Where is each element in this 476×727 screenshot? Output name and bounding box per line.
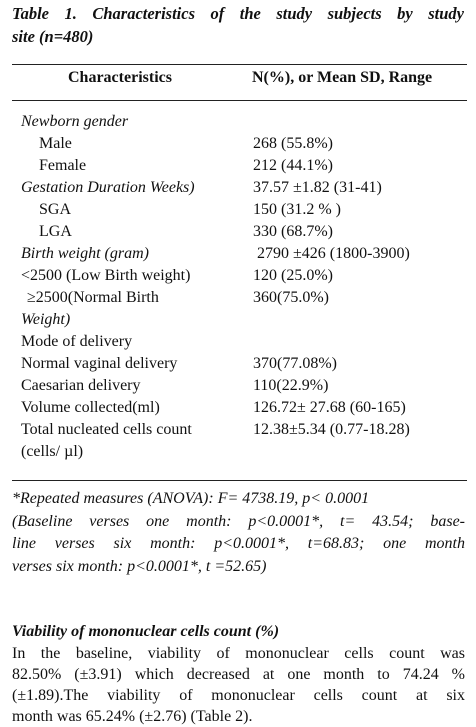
footnote-line-4: verses six month: p<0.0001*, t =52.65) (12, 557, 267, 575)
paragraph-line-4: month was 65.24% (±2.76) (Table 2). (12, 708, 253, 725)
row-value: 360(75.0%) (253, 289, 329, 306)
row-label: Birth weight (gram) (21, 245, 149, 262)
row-value: 212 (44.1%) (253, 157, 333, 174)
caption-line-1: Table 1. Characteristics of the study su… (12, 4, 464, 23)
row-value: 37.57 ±1.82 (31-41) (253, 179, 382, 196)
table-top-rule (12, 64, 467, 65)
table-row: Birth weight (gram) 2790 ±426 (1800-3900… (0, 243, 476, 265)
table-row: (cells/ µl) (0, 441, 476, 463)
caption-line-2: site (n=480) (12, 27, 94, 46)
paragraph-line-1: In the baseline, viability of mononuclea… (12, 645, 465, 662)
row-value: 2790 ±426 (1800-3900) (257, 245, 410, 262)
section-heading: Viability of mononuclear cells count (%) (12, 623, 280, 640)
table-caption: Table 1. Characteristics of the study su… (12, 2, 464, 48)
header-values: N(%), or Mean SD, Range (252, 69, 433, 86)
row-value: 120 (25.0%) (253, 267, 333, 284)
paragraph-line-2: 82.50% (±3.91) which decreased at one mo… (12, 666, 465, 683)
table-row: LGA 330 (68.7%) (0, 221, 476, 243)
footnote-line-2: (Baseline verses one month: p<0.0001*, t… (12, 512, 465, 530)
row-label: (cells/ µl) (21, 443, 84, 460)
row-label: Total nucleated cells count (21, 421, 192, 438)
row-label: Normal vaginal delivery (21, 355, 178, 372)
row-label: Weight) (21, 311, 71, 328)
table-bottom-rule (12, 480, 467, 481)
row-value: 150 (31.2 % ) (253, 201, 341, 218)
footnote-line-1: *Repeated measures (ANOVA): F= 4738.19, … (12, 490, 370, 507)
row-value: 330 (68.7%) (253, 223, 333, 240)
row-label: Caesarian delivery (21, 377, 141, 394)
table-row: Gestation Duration Weeks) 37.57 ±1.82 (3… (0, 177, 476, 199)
row-label: SGA (39, 201, 72, 218)
row-label: LGA (39, 223, 72, 240)
table-row: Female 212 (44.1%) (0, 155, 476, 177)
table-row: ≥2500(Normal Birth 360(75.0%) (0, 287, 476, 309)
row-value: 110(22.9%) (253, 377, 329, 394)
row-value: 12.38±5.34 (0.77-18.28) (253, 421, 410, 438)
section-paragraph: In the baseline, viability of mononuclea… (12, 643, 465, 727)
table-row: Newborn gender (0, 111, 476, 133)
row-label: Mode of delivery (21, 333, 133, 350)
row-label: Volume collected(ml) (21, 399, 160, 416)
table-row: Male 268 (55.8%) (0, 133, 476, 155)
row-label: Newborn gender (21, 113, 129, 130)
footnote-line-3: line verses six month: p<0.0001*, t=68.8… (12, 535, 465, 552)
table-row: <2500 (Low Birth weight) 120 (25.0%) (0, 265, 476, 287)
table-row: Volume collected(ml) 126.72± 27.68 (60-1… (0, 397, 476, 419)
row-value: 126.72± 27.68 (60-165) (253, 399, 406, 416)
table-row: Normal vaginal delivery 370(77.08%) (0, 353, 476, 375)
paragraph-line-3: (±1.89).The viability of mononuclear cel… (12, 687, 465, 704)
row-label: ≥2500(Normal Birth (27, 289, 159, 306)
row-label: Gestation Duration Weeks) (21, 179, 195, 196)
header-bottom-rule (12, 100, 467, 101)
row-label: Female (39, 157, 87, 174)
row-label: <2500 (Low Birth weight) (21, 267, 191, 284)
table-row: Mode of delivery (0, 331, 476, 353)
table-row: Caesarian delivery 110(22.9%) (0, 375, 476, 397)
table-row: Weight) (0, 309, 476, 331)
table-footnote: *Repeated measures (ANOVA): F= 4738.19, … (12, 488, 465, 578)
row-value: 370(77.08%) (253, 355, 337, 372)
table-row: SGA 150 (31.2 % ) (0, 199, 476, 221)
header-characteristics: Characteristics (68, 69, 172, 86)
row-value: 268 (55.8%) (253, 135, 333, 152)
table-row: Total nucleated cells count 12.38±5.34 (… (0, 419, 476, 441)
row-label: Male (39, 135, 72, 152)
